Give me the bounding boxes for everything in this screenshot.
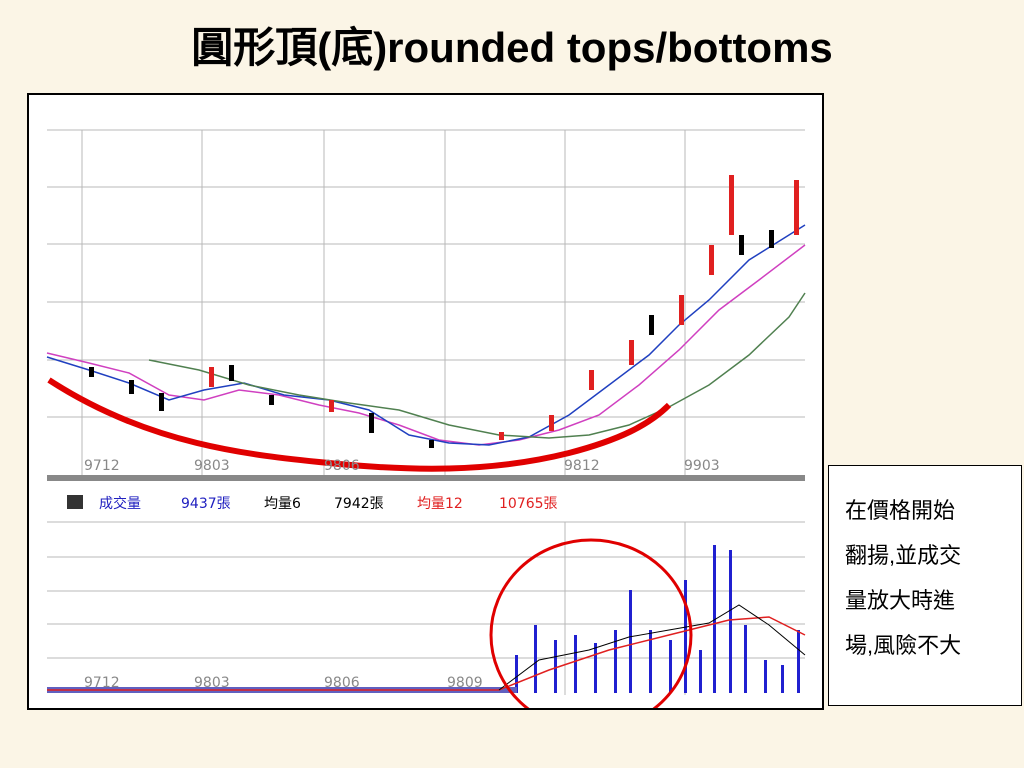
axis-band [47,475,805,481]
note-box: 在價格開始 翻揚,並成交 量放大時進 場,風險不大 [828,465,1022,706]
x-tick-label: 9806 [324,675,360,691]
legend-icon [67,495,83,509]
volume-x-labels: 9712 9803 9806 9809 [84,675,483,691]
price-x-labels: 9712 9803 9806 9812 9903 [84,458,720,474]
legend-name: 成交量 [99,495,141,512]
ma-line [46,244,806,446]
x-tick-label: 9812 [564,458,600,474]
note-line: 翻揚,並成交 [845,543,962,568]
x-tick-label: 9903 [684,458,720,474]
ma-line [46,224,806,446]
volume-bars [515,545,800,693]
candles [89,175,799,448]
note-line: 場,風險不大 [845,633,962,658]
x-tick-label: 9803 [194,458,230,474]
x-tick-label: 9712 [84,675,120,691]
ma-line [148,292,806,439]
legend-name: 均量6 [264,496,301,512]
stock-chart: 9712 9803 9806 9812 9903 成交量 9437張 均量6 7… [46,129,806,732]
legend-value: 10765張 [499,496,558,512]
note-line: 量放大時進 [845,588,956,613]
x-tick-label: 9712 [84,458,120,474]
legend-value: 9437張 [181,496,231,512]
x-tick-label: 9809 [447,675,483,691]
price-grid [47,129,805,475]
legend-name: 均量12 [417,496,463,512]
volume-ma [498,604,806,691]
note-line: 在價格開始 [845,498,956,523]
x-tick-label: 9803 [194,675,230,691]
rounded-bottom-curve [47,377,672,472]
legend-value: 7942張 [334,496,384,512]
volume-grid [47,521,805,695]
slide-title: 圓形頂(底)rounded tops/bottoms [191,24,833,71]
chart-image: 9712 9803 9806 9812 9903 成交量 9437張 均量6 7… [27,93,824,732]
x-tick-label: 9806 [324,458,360,474]
